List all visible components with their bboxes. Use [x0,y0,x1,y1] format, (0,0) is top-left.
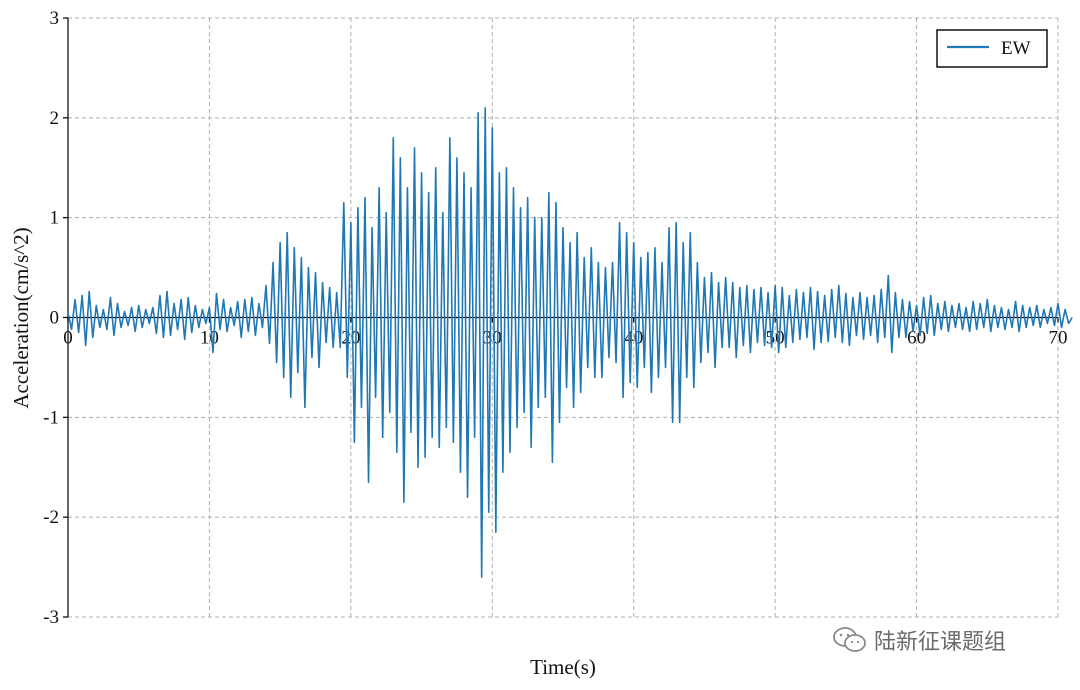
y-tick-label: -2 [43,507,59,528]
watermark-text: 陆新征课题组 [874,630,1007,655]
series-layer [67,107,1073,578]
legend: EW [936,29,1048,68]
x-axis-label: Time(s) [530,655,596,679]
y-tick-label: 1 [50,208,60,229]
watermark: 陆新征课题组 [832,624,1006,656]
y-tick-label: -1 [43,407,59,428]
y-tick-label: -3 [43,607,59,628]
x-tick-label: 0 [63,328,73,349]
legend-box [936,29,1048,68]
y-axis-label: Acceleration(cm/s^2) [9,227,33,408]
x-tick-label: 70 [1049,328,1068,349]
y-tick-label: 2 [50,108,60,129]
y-tick-label: 0 [50,308,60,329]
series-line-ew [67,107,1073,578]
x-tick-label: 50 [766,328,785,349]
x-tick-label: 60 [907,328,926,349]
legend-label-ew: EW [1001,38,1031,59]
x-tick-label: 10 [200,328,219,349]
x-tick-label: 40 [624,328,643,349]
axes [63,17,1059,618]
y-tick-label: 3 [50,8,60,29]
x-tick-label: 20 [341,328,360,349]
x-tick-label: 30 [483,328,502,349]
grid-lines [68,17,1059,618]
wechat-icon [833,627,866,652]
